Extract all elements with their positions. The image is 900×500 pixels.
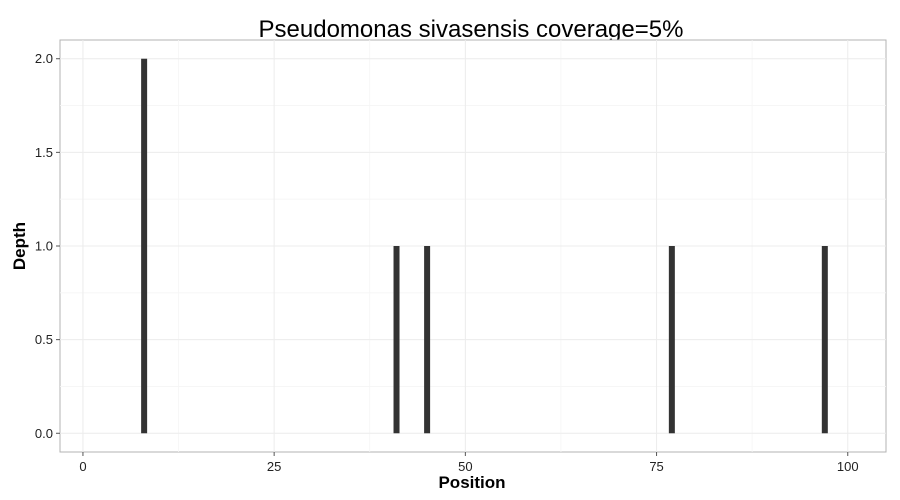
y-tick-label: 2.0	[35, 51, 53, 66]
x-tick-label: 0	[79, 459, 86, 474]
bars	[141, 58, 828, 434]
y-tick-label: 1.5	[35, 145, 53, 160]
y-tick-label: 0.0	[35, 426, 53, 441]
x-axis-title: Position	[438, 473, 505, 492]
x-tick-label: 100	[837, 459, 859, 474]
bar	[668, 246, 675, 434]
bar	[393, 246, 400, 434]
x-tick-label: 50	[458, 459, 472, 474]
y-tick-label: 0.5	[35, 332, 53, 347]
bar	[821, 246, 828, 434]
x-tick-label: 25	[267, 459, 281, 474]
gridlines	[60, 40, 886, 452]
bar	[424, 246, 431, 434]
y-axis-title: Depth	[10, 222, 29, 270]
chart-title: Pseudomonas sivasensis coverage=5%	[259, 16, 684, 43]
x-tick-label: 75	[649, 459, 663, 474]
y-axis: 0.0 0.5 1.0 1.5 2.0	[35, 51, 60, 441]
bar	[141, 58, 148, 434]
y-tick-label: 1.0	[35, 239, 53, 254]
x-axis: 0 25 50 75 100	[79, 452, 859, 474]
